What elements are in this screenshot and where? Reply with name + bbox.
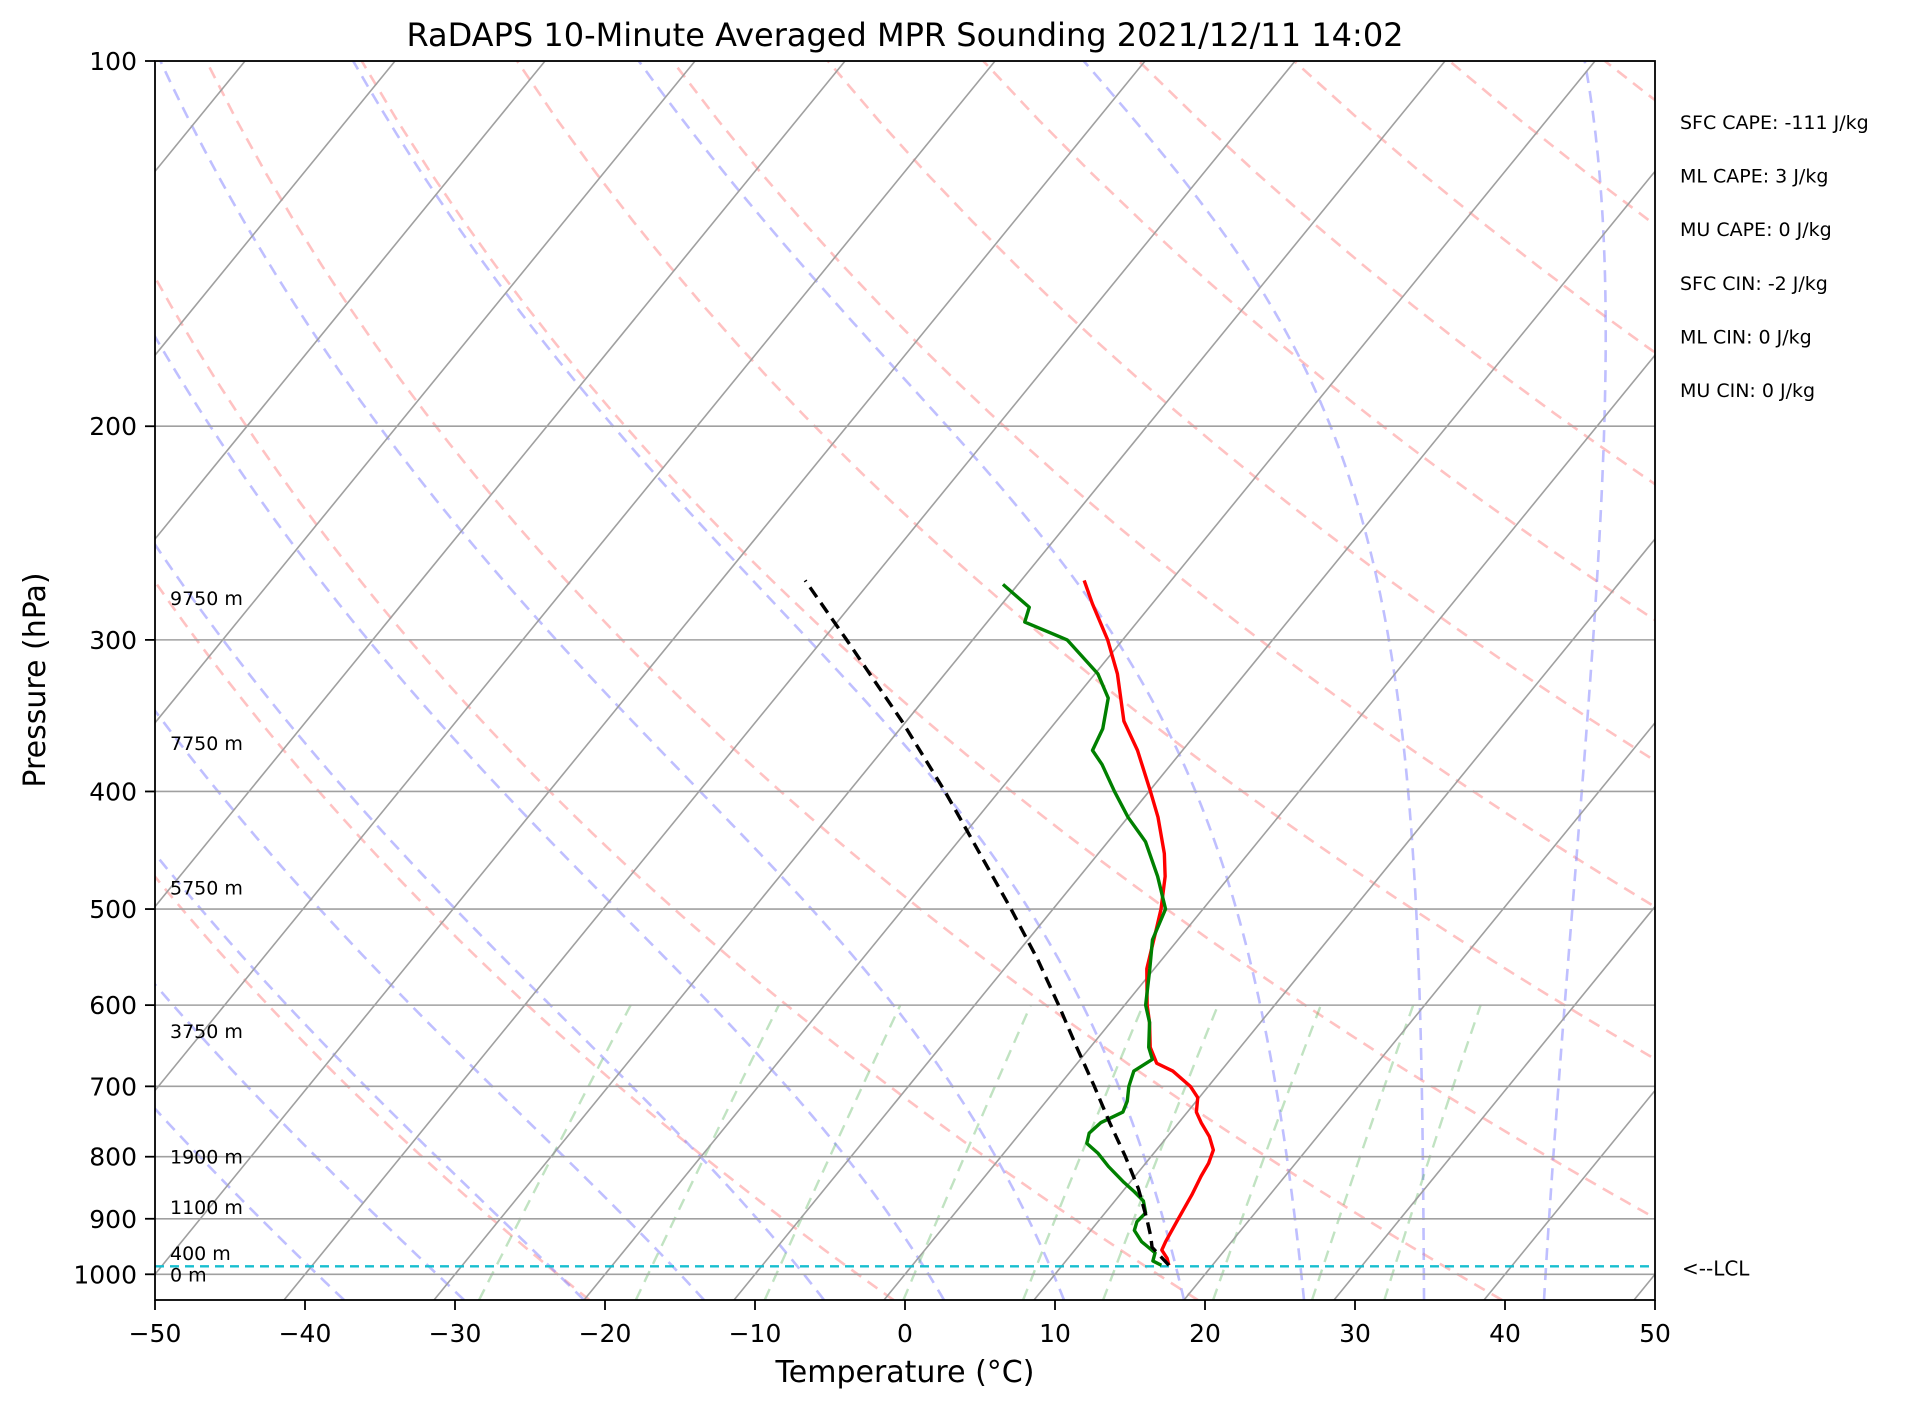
height-label: 400 m <box>170 1243 231 1265</box>
chart-title: RaDAPS 10-Minute Averaged MPR Sounding 2… <box>406 16 1403 54</box>
moist-adiabat-line <box>155 1106 345 1300</box>
y-axis: 100 200 300 400 500 600 700 800 900 1000 <box>73 47 155 1289</box>
annotation-text: ML CIN: 0 J/kg <box>1680 326 1812 348</box>
x-tick-label: 40 <box>1489 1319 1521 1348</box>
annotation-text: MU CIN: 0 J/kg <box>1680 380 1815 402</box>
x-tick-label: 20 <box>1189 1319 1221 1348</box>
moist-adiabat-line <box>155 851 585 1300</box>
mixing-ratio-line <box>1211 1004 1322 1300</box>
isotherm-line <box>583 61 1596 1300</box>
y-tick-label: 900 <box>89 1205 137 1234</box>
dry-adiabat-line <box>205 61 1503 1300</box>
parcel-line <box>803 579 1171 1267</box>
y-tick-label: 500 <box>89 895 137 924</box>
isotherm-line <box>155 61 396 357</box>
cape-cin-annotations: SFC CAPE: -111 J/kg ML CAPE: 3 J/kg MU CAP… <box>1680 112 1869 1280</box>
moist-adiabat-line <box>637 61 1306 1300</box>
mixing-ratio-line <box>1101 1004 1220 1300</box>
isotherm-line <box>155 61 996 1092</box>
dry-adiabat-line <box>671 61 1655 909</box>
temperature-line <box>1082 579 1216 1266</box>
series-layer <box>155 579 1655 1268</box>
mixing-ratio-line <box>763 1004 902 1300</box>
dry-adiabat-line <box>155 274 1199 1300</box>
y-tick-label: 200 <box>89 412 137 441</box>
height-label: 5750 m <box>170 878 243 900</box>
moist-adiabat-line <box>1542 61 1608 1300</box>
mixing-ratio-line <box>1383 1004 1482 1300</box>
isotherm-line <box>155 61 546 541</box>
annotation-text: ML CAPE: 3 J/kg <box>1680 166 1828 188</box>
dry-adiabat-line <box>155 874 591 1300</box>
x-tick-label: 50 <box>1639 1319 1671 1348</box>
y-tick-label: 700 <box>89 1072 137 1101</box>
mixing-ratio-line <box>634 1004 780 1300</box>
isotherm-line <box>1033 537 1655 1300</box>
isotherm-line <box>1183 721 1655 1300</box>
lcl-label: <--LCL <box>1682 1256 1750 1280</box>
isotherm-line <box>883 353 1655 1300</box>
y-tick-label: 300 <box>89 626 137 655</box>
height-label: 7750 m <box>170 733 243 755</box>
x-tick-label: 0 <box>897 1319 913 1348</box>
x-tick-label: −40 <box>279 1319 332 1348</box>
y-tick-label: 1000 <box>73 1260 137 1289</box>
isotherm-line <box>733 170 1655 1300</box>
y-tick-label: 100 <box>89 47 137 76</box>
mixing-ratio-line <box>1021 1004 1145 1300</box>
isotherm-line <box>1483 1089 1655 1300</box>
moist-adiabat-line <box>155 542 826 1300</box>
height-label: 3750 m <box>170 1021 243 1043</box>
height-label: 9750 m <box>170 588 243 610</box>
moist-adiabat-line <box>155 334 946 1300</box>
isobar-isotherm-grid <box>155 61 1655 1300</box>
dry-adiabat-line <box>360 61 1655 1220</box>
dry-adiabat-line <box>516 61 1655 1061</box>
x-tick-label: −30 <box>429 1319 482 1348</box>
isotherm-line <box>433 61 1446 1300</box>
height-label: 1900 m <box>170 1147 243 1169</box>
isotherm-line <box>1333 905 1655 1300</box>
moist-adiabat-line <box>1082 61 1426 1300</box>
isotherm-line <box>155 61 696 725</box>
moist-adiabat-line <box>155 982 465 1300</box>
dry-adiabat-line <box>155 579 895 1300</box>
isotherm-line <box>155 61 1146 1276</box>
dry-adiabat-line <box>826 61 1655 763</box>
moist-adiabat-line <box>159 61 1066 1300</box>
annotation-text: MU CAPE: 0 J/kg <box>1680 219 1832 241</box>
background-lines <box>155 61 1655 1300</box>
height-label: 0 m <box>170 1264 207 1286</box>
x-tick-label: 30 <box>1339 1319 1371 1348</box>
y-axis-label: Pressure (hPa) <box>18 572 53 787</box>
mixing-ratio-line <box>477 1004 632 1300</box>
y-tick-label: 800 <box>89 1143 137 1172</box>
x-tick-label: −20 <box>579 1319 632 1348</box>
annotation-text: SFC CIN: -2 J/kg <box>1680 273 1828 295</box>
moist-adiabat-line <box>155 708 705 1300</box>
y-tick-label: 600 <box>89 991 137 1020</box>
mixing-ratio-line <box>1310 1004 1415 1300</box>
isotherm-line <box>283 61 1296 1300</box>
mixing-ratio-line <box>902 1004 1032 1300</box>
x-axis-label: Temperature (°C) <box>775 1355 1035 1390</box>
annotation-text: SFC CAPE: -111 J/kg <box>1680 112 1869 134</box>
height-label: 1100 m <box>170 1197 243 1219</box>
isotherm-line <box>155 61 846 908</box>
x-axis: −50 −40 −30 −20 −10 0 10 20 30 40 50 <box>129 1300 1671 1348</box>
x-tick-label: 10 <box>1039 1319 1071 1348</box>
x-tick-label: −50 <box>129 1319 182 1348</box>
x-tick-label: −10 <box>729 1319 782 1348</box>
moist-adiabat-line <box>352 61 1186 1300</box>
y-tick-label: 400 <box>89 777 137 806</box>
